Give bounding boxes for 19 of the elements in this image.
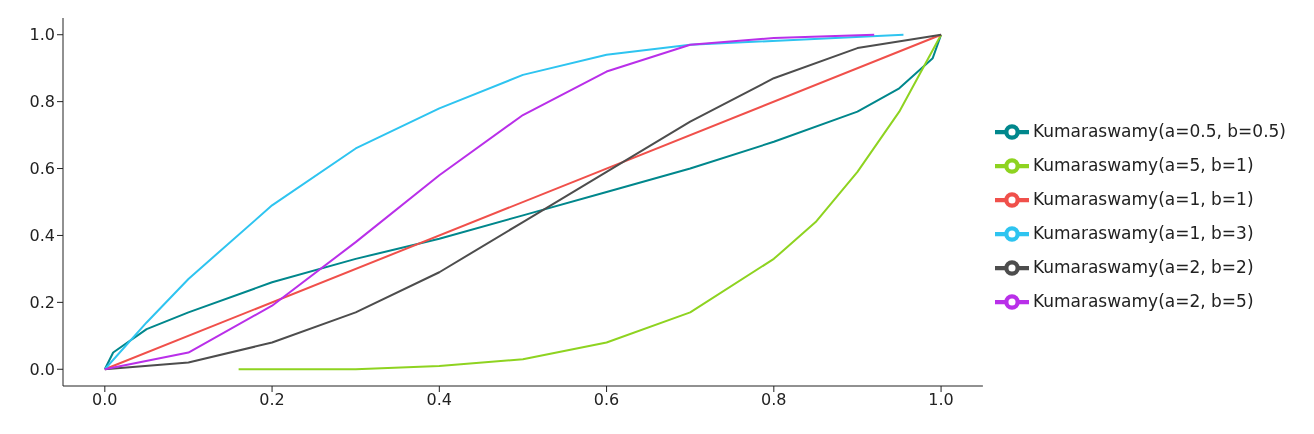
legend-label: Kumaraswamy(a=0.5, b=0.5) [1032, 121, 1286, 141]
legend-label: Kumaraswamy(a=5, b=1) [1032, 155, 1254, 175]
y-tick-label: 0.2 [29, 293, 55, 313]
x-tick-label: 1.0 [928, 390, 954, 410]
y-tick-label: 0.8 [29, 92, 55, 112]
x-tick-label: 0.4 [426, 390, 453, 410]
x-tick-label: 0.6 [593, 390, 620, 410]
x-tick-label: 0.8 [761, 390, 787, 410]
y-tick-label: 0.6 [29, 159, 55, 179]
legend-label: Kumaraswamy(a=2, b=2) [1032, 257, 1254, 277]
y-tick-label: 1.0 [29, 25, 55, 45]
y-tick-label: 0.0 [29, 359, 55, 379]
line-series [237, 33, 943, 371]
x-tick-label: 0.2 [259, 390, 285, 410]
legend-label: Kumaraswamy(a=2, b=5) [1032, 291, 1254, 311]
x-tick-label: 0.0 [92, 390, 118, 410]
y-tick-label: 0.4 [29, 226, 55, 246]
legend-label: Kumaraswamy(a=1, b=3) [1032, 223, 1254, 243]
legend-label: Kumaraswamy(a=1, b=1) [1032, 189, 1254, 209]
